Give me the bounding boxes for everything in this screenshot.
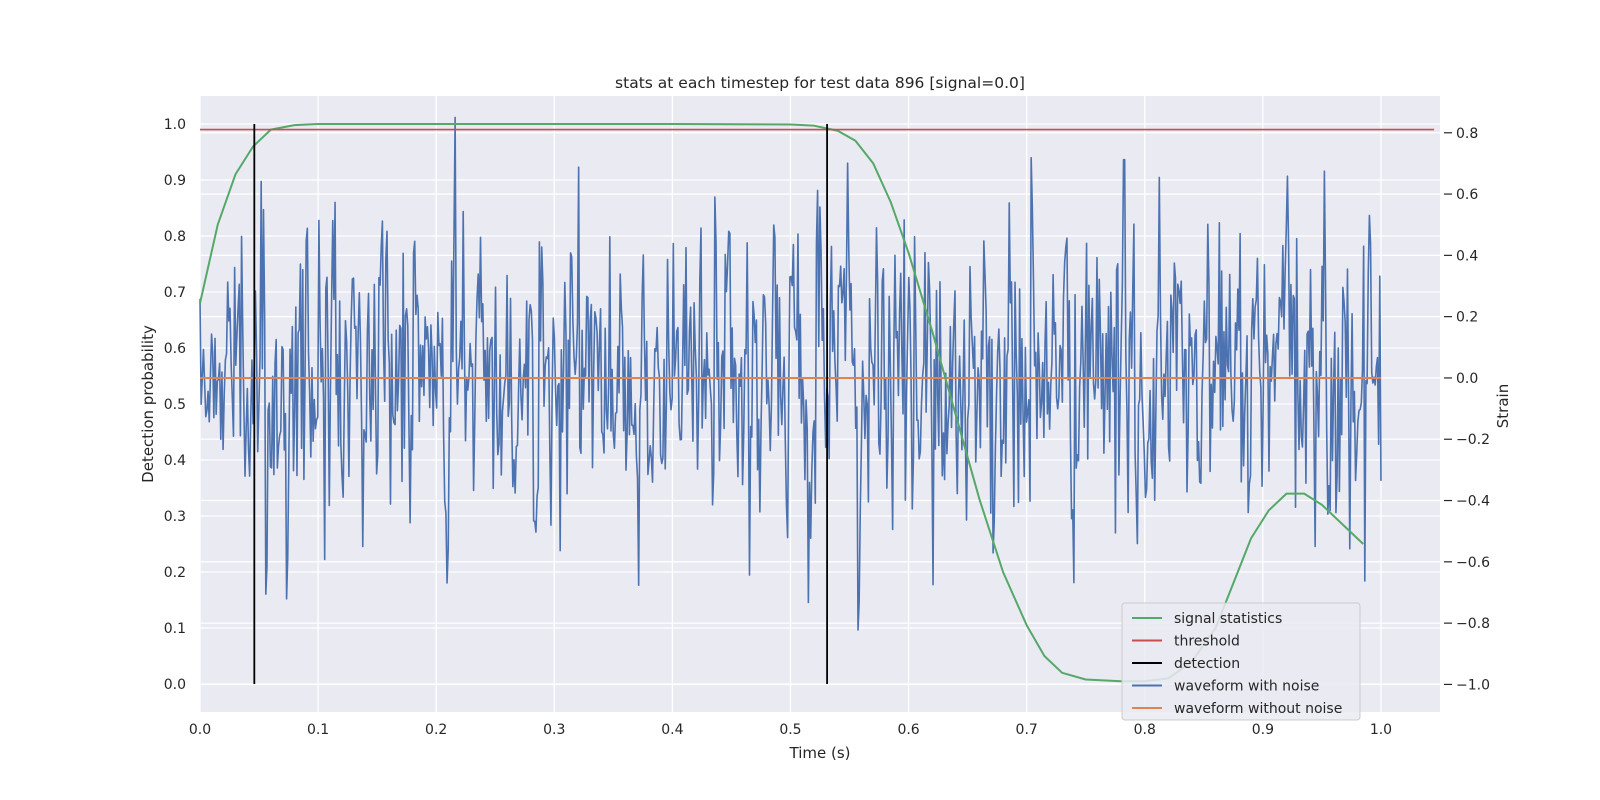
x-tick-label: 0.9 <box>1252 722 1274 738</box>
waveform-with-noise-line <box>199 116 1382 631</box>
legend-label: threshold <box>1174 634 1240 650</box>
y2-tick-label: 0.8 <box>1456 126 1478 142</box>
y-tick-label: 0.3 <box>164 509 186 525</box>
y2-tick-label: 0.0 <box>1456 371 1478 387</box>
x-tick-label: 0.3 <box>543 722 565 738</box>
legend: signal statistics threshold detection wavef… <box>1121 602 1361 721</box>
x-tick-label: 0.1 <box>307 722 329 738</box>
signal-statistics-line <box>199 123 1364 683</box>
y-tick-label: 0.5 <box>164 397 186 413</box>
y-tick-label: 0.2 <box>164 565 186 581</box>
x-tick-label: 1.0 <box>1370 722 1392 738</box>
x-tick-label: 0.4 <box>661 722 683 738</box>
y2-tick-label: −0.6 <box>1456 555 1490 571</box>
y2-tick-label: −0.8 <box>1456 616 1490 632</box>
y2-tick-label: −1.0 <box>1456 677 1490 693</box>
y2-tick-label: 0.2 <box>1456 310 1478 326</box>
legend-label: waveform with noise <box>1174 679 1319 695</box>
x-tick-label: 0.8 <box>1134 722 1156 738</box>
x-axis: 0.0 0.1 0.2 0.3 0.4 0.5 0.6 0.7 0.8 0.9 1.0 <box>189 722 1392 738</box>
y2-tick-label: 0.4 <box>1456 248 1478 264</box>
legend-label: signal statistics <box>1174 611 1282 627</box>
signal-statistics-path <box>199 123 1364 683</box>
x-tick-label: 0.6 <box>897 722 919 738</box>
y-tick-label: 0.4 <box>164 453 186 469</box>
y-axis-label: Detection probability <box>139 325 157 483</box>
x-tick-label: 0.0 <box>189 722 211 738</box>
y-tick-label: 0.0 <box>164 677 186 693</box>
legend-box <box>1121 602 1361 721</box>
x-tick-label: 0.5 <box>779 722 801 738</box>
y-tick-label: 0.6 <box>164 341 186 357</box>
y-tick-label: 0.9 <box>164 173 186 189</box>
y-axis-right: −1.0 −0.8 −0.6 −0.4 −0.2 0.0 0.2 0.4 0.6 0.8 <box>1444 126 1490 693</box>
chart-title: stats at each timestep for test data 896… <box>615 74 1025 92</box>
y2-tick-label: 0.6 <box>1456 187 1478 203</box>
y2-axis-label: Strain <box>1494 384 1512 428</box>
x-tick-label: 0.2 <box>425 722 447 738</box>
detection-lines <box>253 124 828 684</box>
x-axis-label: Time (s) <box>789 744 851 762</box>
y-axis-left: 0.0 0.1 0.2 0.3 0.4 0.5 0.6 0.7 0.8 0.9 1.0 <box>164 117 186 693</box>
y2-tick-label: −0.4 <box>1456 494 1490 510</box>
y2-tick-label: −0.2 <box>1456 432 1490 448</box>
y-tick-label: 0.7 <box>164 285 186 301</box>
y-tick-label: 1.0 <box>164 117 186 133</box>
y-tick-label: 0.1 <box>164 621 186 637</box>
y-tick-label: 0.8 <box>164 229 186 245</box>
waveform-with-noise-path <box>199 116 1382 631</box>
legend-label: waveform without noise <box>1174 701 1342 717</box>
legend-label: detection <box>1174 656 1240 672</box>
x-tick-label: 0.7 <box>1016 722 1038 738</box>
